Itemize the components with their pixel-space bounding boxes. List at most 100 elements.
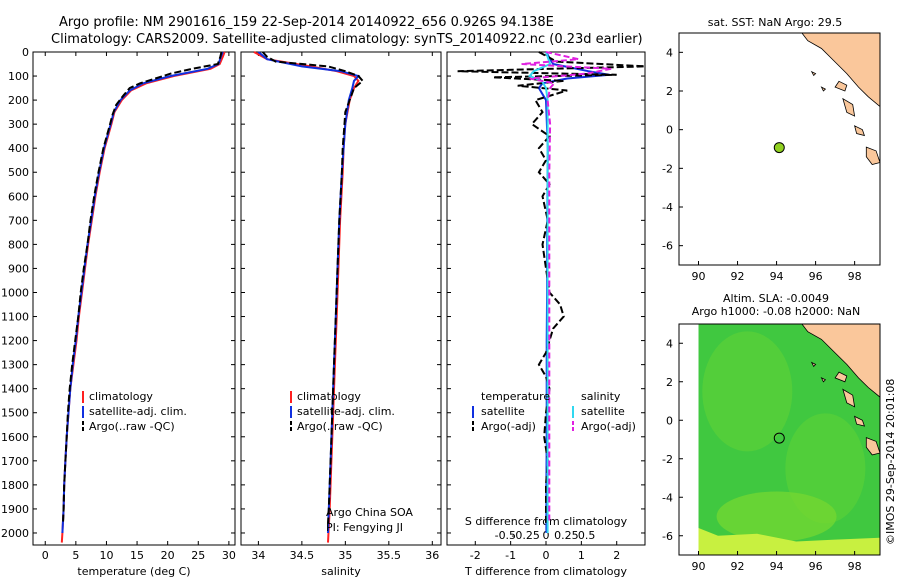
annotation: Argo China SOA: [326, 506, 413, 519]
float-marker: [773, 432, 785, 444]
y-tick-label: 500: [8, 166, 29, 179]
island: [842, 388, 856, 408]
x-tick-label: 20: [161, 549, 175, 562]
legend-label: Argo(..raw -QC): [89, 420, 175, 433]
temperature-panel: 0100200300400500600700800900100011001200…: [1, 46, 236, 578]
x-tick-label: 0: [42, 549, 49, 562]
s-tick-label: -0.25: [511, 529, 539, 542]
y-tick-label: 0: [666, 124, 673, 137]
series-magenta-line: [521, 51, 612, 524]
legend-label: satellite: [581, 405, 625, 418]
legend-label: Argo(-adj): [481, 420, 536, 433]
x-tick-label: -1: [505, 549, 516, 562]
y-tick-label: -6: [662, 240, 673, 253]
sla-map: 90 92 94 96 98 4 2 0 -2 -4 -6: [662, 323, 881, 573]
x-tick-label: 35.5: [377, 549, 402, 562]
annotation: PI: Fengying JI: [326, 521, 403, 534]
x-tick-label: 90: [692, 270, 706, 283]
y-tick-label: 2: [666, 85, 673, 98]
map-bottom-title2: Argo h1000: -0.08 h2000: NaN: [692, 305, 861, 318]
y-tick-label: 1600: [1, 431, 29, 444]
s-tick-label: -0.5: [495, 529, 516, 542]
y-tick-label: 100: [8, 70, 29, 83]
legend-label: climatology: [297, 390, 361, 403]
y-tick-label: 300: [8, 118, 29, 131]
x-tick-label: 90: [692, 560, 706, 573]
y-tick-label: -6: [662, 530, 673, 543]
x-tick-label: 34: [251, 549, 265, 562]
island: [834, 371, 848, 383]
y-tick-label: 4: [666, 46, 673, 59]
y-tick-label: 1300: [1, 359, 29, 372]
s-tick-label: 0: [543, 529, 550, 542]
plot-frame: [32, 51, 236, 546]
island: [842, 97, 856, 117]
x-tick-label: 98: [848, 560, 862, 573]
header-line2: Climatology: CARS2009. Satellite-adjuste…: [51, 32, 643, 47]
map-top-title: sat. SST: NaN Argo: 29.5: [708, 16, 842, 29]
island: [810, 361, 817, 368]
y-tick-label: 900: [8, 262, 29, 275]
series-black-line: [261, 51, 365, 524]
float-marker: [773, 142, 785, 154]
y-tick-label: -2: [662, 453, 673, 466]
sla-patch: [698, 528, 880, 555]
y-tick-label: 600: [8, 190, 29, 203]
y-tick-label: 0: [666, 414, 673, 427]
salinity-panel: 34 34.5 35 35.5 36 salinity climatology satelli…: [240, 51, 442, 578]
x-tick-label: 96: [809, 270, 823, 283]
y-tick-label: 800: [8, 238, 29, 251]
sst-map: 90 92 94 96 98 4 2 0 -2 -4 -6: [662, 32, 881, 283]
x-axis-label: T difference from climatology: [464, 565, 627, 578]
x-tick-label: 92: [731, 560, 745, 573]
x-tick-label: 98: [848, 270, 862, 283]
difference-panel: -2 -1 0 1 2-0.5-0.25 0 0.25 0.5S difference fro…: [446, 51, 646, 578]
legend-title: temperature: [481, 390, 550, 403]
series-cyan-line: [528, 51, 552, 533]
y-tick-label: -2: [662, 162, 673, 175]
legend-label: satellite-adj. clim.: [297, 405, 395, 418]
y-tick-label: 2000: [1, 527, 29, 540]
x-axis-label: temperature (deg C): [77, 565, 190, 578]
island: [853, 125, 866, 137]
s-tick-label: 0.5: [578, 529, 596, 542]
imos-stamp: ©IMOS 29-Sep-2014 20:01:08: [884, 379, 897, 545]
y-tick-label: -4: [662, 201, 673, 214]
x-tick-label: 25: [191, 549, 205, 562]
sla-patch: [716, 491, 837, 542]
x-tick-label: 5: [72, 549, 79, 562]
x-tick-label: 2: [613, 549, 620, 562]
x-tick-label: 94: [770, 270, 784, 283]
s-tick-label: 0.25: [554, 529, 579, 542]
x-tick-label: 36: [425, 549, 439, 562]
island: [820, 86, 827, 92]
y-tick-label: 1000: [1, 286, 29, 299]
legend-label: Argo(..raw -QC): [297, 420, 383, 433]
map-frame: [678, 323, 881, 556]
x-tick-label: 15: [130, 549, 144, 562]
legend-label: satellite-adj. clim.: [89, 405, 187, 418]
header-line1: Argo profile: NM 2901616_159 22-Sep-2014…: [59, 15, 554, 30]
legend-label: climatology: [89, 390, 153, 403]
island: [820, 377, 827, 383]
island: [865, 146, 881, 165]
series-black-line: [62, 51, 223, 524]
x-tick-label: 92: [731, 270, 745, 283]
island: [810, 70, 817, 77]
map-frame: [678, 32, 881, 266]
y-tick-label: 1500: [1, 407, 29, 420]
y-tick-label: 0: [22, 46, 29, 59]
y-tick-label: 200: [8, 94, 29, 107]
x-tick-label: 30: [222, 549, 236, 562]
y-tick-label: 1800: [1, 479, 29, 492]
x-tick-label: -2: [470, 549, 481, 562]
x-tick-label: 0: [543, 549, 550, 562]
y-tick-label: 1100: [1, 311, 29, 324]
y-tick-label: 1900: [1, 503, 29, 516]
y-tick-label: -4: [662, 491, 673, 504]
legend-label: Argo(-adj): [581, 420, 636, 433]
y-tick-label: 700: [8, 214, 29, 227]
x-tick-label: 94: [770, 560, 784, 573]
x-tick-label: 10: [99, 549, 113, 562]
